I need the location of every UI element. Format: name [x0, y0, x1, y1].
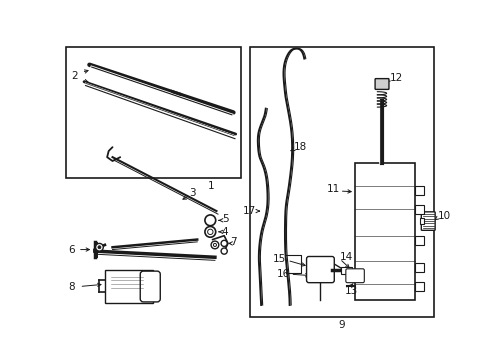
Text: 13: 13 [344, 286, 358, 296]
FancyBboxPatch shape [346, 269, 365, 283]
Text: 7: 7 [230, 237, 237, 247]
Text: 16: 16 [276, 269, 290, 279]
Text: 6: 6 [69, 244, 75, 255]
Bar [415, 186, 424, 195]
Bar [415, 263, 424, 272]
Text: 4: 4 [222, 227, 228, 237]
Text: 14: 14 [340, 252, 353, 262]
Bar [415, 236, 424, 245]
Circle shape [214, 243, 217, 247]
Bar [66, 47, 241, 178]
Text: 10: 10 [438, 211, 451, 221]
Text: 9: 9 [338, 320, 344, 330]
Text: 3: 3 [190, 188, 196, 198]
Text: 11: 11 [326, 184, 340, 194]
Bar [341, 266, 352, 274]
Bar [355, 163, 415, 300]
Circle shape [211, 241, 219, 249]
FancyBboxPatch shape [307, 256, 334, 283]
Bar [249, 47, 435, 316]
Circle shape [205, 215, 216, 226]
Text: 5: 5 [222, 214, 228, 224]
Text: 17: 17 [243, 206, 257, 216]
Circle shape [96, 243, 103, 251]
FancyBboxPatch shape [421, 212, 435, 230]
Bar [105, 270, 152, 303]
FancyBboxPatch shape [375, 78, 389, 89]
Text: 15: 15 [272, 254, 286, 264]
Circle shape [208, 229, 213, 235]
Circle shape [221, 240, 227, 247]
Circle shape [205, 226, 216, 237]
Text: 8: 8 [69, 282, 75, 292]
Text: 1: 1 [208, 181, 215, 191]
FancyBboxPatch shape [140, 271, 160, 302]
Text: 12: 12 [390, 73, 403, 83]
FancyBboxPatch shape [420, 218, 423, 224]
Bar [415, 205, 424, 214]
Circle shape [221, 248, 227, 254]
Circle shape [98, 246, 101, 249]
Text: 2: 2 [72, 71, 78, 81]
Bar [415, 282, 424, 291]
Text: 18: 18 [294, 142, 307, 152]
